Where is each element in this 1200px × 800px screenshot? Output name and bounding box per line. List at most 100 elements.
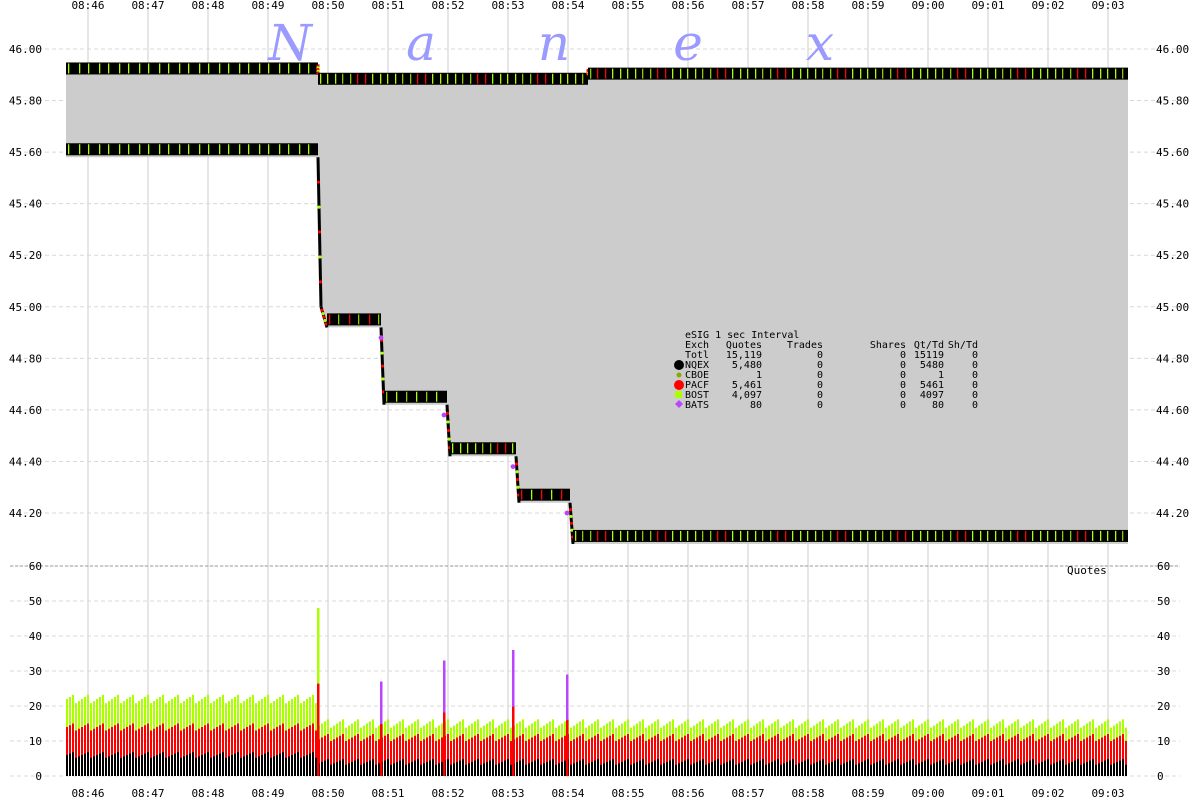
nqex-quote-bar [729,760,731,776]
nqex-quote-bar [924,760,926,776]
ask-quote-tick [582,73,584,84]
bid-quote-tick [358,314,360,325]
nqex-quote-bar [423,763,425,776]
pacf-quote-bar [927,734,929,776]
bid-quote-band [327,313,381,326]
nqex-quote-bar [510,764,512,776]
bid-quote-tick [68,144,70,155]
pacf-quote-bar [966,737,968,776]
pacf-quote-bar [180,730,182,776]
nqex-quote-bar [657,759,659,776]
pacf-quote-bar [768,739,770,776]
nqex-quote-bar [711,762,713,776]
pacf-quote-bar [630,741,632,776]
nqex-quote-bar [1122,759,1124,776]
bid-drop-marker [568,507,573,512]
nqex-quote-bar [1017,759,1019,776]
nqex-quote-bar [852,759,854,776]
nqex-quote-bar [198,756,200,776]
bid-drop-marker [318,280,323,284]
nqex-quote-bar [750,764,752,776]
ask-quote-tick [987,68,989,79]
nqex-quote-bar [396,762,398,776]
pacf-quote-bar [270,730,272,776]
pacf-quote-bar [837,734,839,776]
nqex-quote-bar [594,760,596,776]
pacf-quote-bar [309,725,311,776]
bid-quote-tick [1115,530,1117,541]
legend-column-header: Shares [870,340,906,351]
quotes-panel: Quotes [66,564,1127,776]
bid-quote-tick [99,144,101,155]
legend-cell: 0 [817,350,823,361]
x-tick-label-bottom: 08:53 [491,787,524,800]
pacf-quote-bar [792,734,794,776]
bid-quote-tick [349,314,351,325]
bid-drop-marker [446,420,450,424]
bid-quote-tick [725,530,727,541]
pacf-quote-bar [594,735,596,776]
x-tick-label-bottom: 08:55 [611,787,644,800]
bid-quote-tick [980,530,982,541]
pacf-quote-bar [849,735,851,776]
ask-quote-tick [168,63,170,74]
bid-quote-tick [561,489,563,500]
ask-quote-tick [99,63,101,74]
price-tick-label-right: 45.40 [1156,198,1189,211]
pacf-quote-bar [1008,739,1010,776]
nqex-quote-bar [186,755,188,776]
nqex-quote-bar [534,760,536,776]
ask-quote-tick [755,68,757,79]
nqex-quote-bar [582,759,584,776]
quotes-tick-label-left: 10 [29,735,42,748]
bid-quote-tick [239,144,241,155]
quotes-tick-label-left: 60 [29,560,42,573]
pacf-quote-bar [696,737,698,776]
pacf-quote-bar [621,737,623,776]
pacf-quote-bar [525,741,527,776]
ask-quote-tick [432,73,434,84]
nqex-quote-bar [606,762,608,776]
bid-quote-tick [1122,530,1124,541]
x-tick-label-top: 08:56 [671,0,704,12]
bid-drop-marker [320,308,324,312]
pacf-quote-bar [267,723,269,776]
pacf-quote-bar [1053,739,1055,776]
pacf-quote-bar [468,739,470,776]
price-tick-label-right: 45.60 [1156,146,1189,159]
pacf-quote-bar [1113,739,1115,776]
nqex-quote-bar [777,759,779,776]
pacf-quote-bar [207,723,209,776]
pacf-quote-bar [1044,735,1046,776]
bid-quote-tick [860,530,862,541]
ask-quote-tick [357,73,359,84]
bid-quote-tick [338,314,340,325]
pacf-quote-bar [1065,741,1067,776]
legend-cell: 15,119 [726,350,762,361]
pacf-quote-bar [216,727,218,776]
nqex-quote-bar [426,762,428,776]
pacf-quote-bar [531,737,533,776]
nqex-quote-bar [576,762,578,776]
nqex-quote-bar [933,763,935,776]
nqex-quote-bar [1101,762,1103,776]
nqex-quote-bar [300,757,302,776]
nqex-quote-bar [765,764,767,776]
pacf-quote-bar [120,730,122,776]
pacf-quote-bar [1110,741,1112,776]
x-tick-label-top: 08:53 [491,0,524,12]
ask-quote-tick [365,73,367,84]
nqex-quote-bar [1089,760,1091,776]
pacf-quote-bar [969,735,971,776]
nqex-quote-bar [1002,759,1004,776]
legend-cell: 80 [750,400,762,411]
nqex-quote-bar [279,753,281,776]
ask-quote-tick [492,73,494,84]
nqex-quote-bar [1116,762,1118,776]
nqex-quote-bar [1014,760,1016,776]
pacf-quote-bar [1071,737,1073,776]
pacf-quote-bar [876,737,878,776]
nqex-quote-bar [756,762,758,776]
legend-cell: 0 [900,380,906,391]
nqex-quote-bar [129,753,131,776]
